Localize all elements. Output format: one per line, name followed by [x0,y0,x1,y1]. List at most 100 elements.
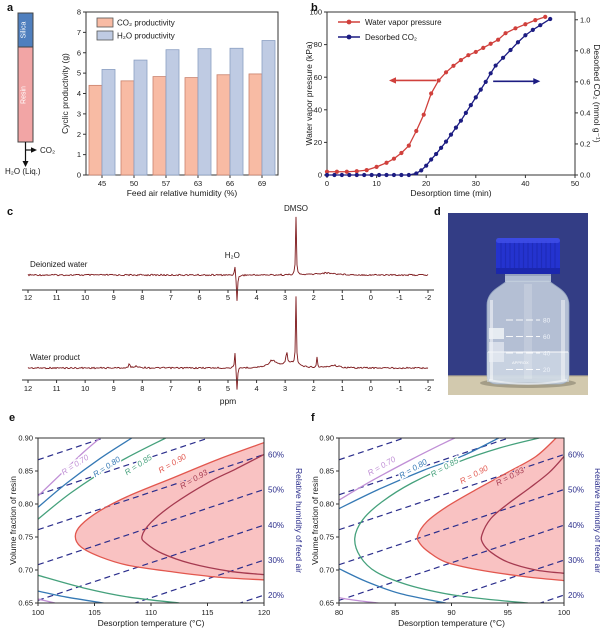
x-tick-label: 110 [145,608,157,617]
plot-area [339,438,564,603]
humidity-label: 20% [568,591,584,600]
spectrum-tick-label: 4 [254,293,258,302]
x-tick-label: 50 [130,179,138,188]
x-tick-label: 10 [372,179,380,188]
x-tick-label: 105 [88,608,101,617]
bar-co2 [248,73,263,176]
x-tick-label: 40 [521,179,529,188]
spectrum-tick-label: 7 [169,384,173,393]
legend-swatch [96,17,114,28]
y-tick-label: 1 [77,150,81,159]
annotation-arrow-head [533,78,541,85]
series-marker-1 [399,172,404,178]
y-axis-label: Volume fraction of resin [8,476,18,565]
y-tick-right-label: 0.6 [580,77,590,86]
graduation-number: 40 [543,351,551,358]
series-marker-1 [483,79,488,84]
y-tick-label: 0.90 [319,434,334,443]
series-marker-0 [481,45,486,50]
spectrum-tick-label: 10 [81,384,89,393]
bottle-neck [505,272,551,282]
co2-label: CO₂ [40,146,55,155]
y-tick-label: 0.65 [18,599,33,608]
series-marker-1 [419,168,424,173]
y-tick-left-label: 0 [318,171,322,180]
shaded-region [417,438,564,581]
spectrum-tick-label: 6 [197,384,201,393]
spectrum-tick-label: 9 [112,384,116,393]
contour-label: R = 0.90 [458,463,490,486]
series-marker-1 [332,172,337,178]
resin-label: Resin [21,86,28,104]
humidity-label: 30% [568,556,584,565]
y-tick-label: 3 [77,109,81,118]
x-tick-label: 30 [472,179,480,188]
x-axis-label: Desorption temperature (°C) [98,618,205,628]
humidity-label: 20% [268,591,284,600]
series-marker-1 [339,172,344,178]
y-tick-left-label: 80 [314,40,322,49]
panel-d-photo: 80 60 40 20 APPROX [448,213,588,395]
humidity-label: 30% [268,556,284,565]
bar-h2o [197,48,212,176]
series-marker-0 [429,91,434,96]
spectrum-tick-label: 4 [254,384,258,393]
graduation-number: 80 [543,318,551,325]
contour-line-4 [141,453,264,576]
series-marker-0 [496,37,501,42]
spectrum-tick-label: -1 [396,293,403,302]
series-marker-0 [391,156,397,161]
bar-co2 [152,76,167,176]
series-marker-0 [354,169,359,174]
contour-line-1 [38,590,104,603]
frosted-logo-patch [489,328,504,339]
y-tick-right-label: 0.8 [580,46,590,55]
x-tick-label: 90 [447,608,455,617]
spectrum-tick-label: 6 [197,293,201,302]
bar-co2 [216,74,231,176]
y-tick-left-label: 20 [314,138,322,147]
h2o-liq-label: H₂O (Liq.) [5,167,41,176]
contour-line-0 [38,438,101,497]
series-marker-1 [406,172,411,178]
spectrum-tick-label: 3 [283,384,287,393]
spectrum-tick-label: 1 [340,293,344,302]
spectrum-tick-label: 1 [340,384,344,393]
x-axis-label: Desorption time (min) [410,188,491,198]
panel-label-d: d [434,206,441,218]
x-tick-label: 57 [162,179,170,188]
series-marker-1 [324,172,330,178]
y-axis-right-label: Desorbed CO₂ (mmol g⁻¹) [592,44,600,143]
y-axis-right-label: Relative humidity of feed air [294,468,304,573]
peak-annotation: H₂O [225,251,240,260]
y-tick-right-label: 1.0 [580,15,590,24]
spectrum-label-1: Water product [30,353,81,362]
panel-label-b: b [311,2,318,14]
series-marker-0 [543,14,548,19]
humidity-label: 50% [568,485,584,494]
contour-line-2 [354,438,540,603]
series-marker-1 [478,87,483,92]
humidity-label: 60% [568,451,584,460]
y-tick-label: 0.65 [319,599,334,608]
spectrum-tick-label: -2 [425,384,432,393]
y-axis-right-label: Relative humidity of feed air [593,468,600,573]
y-axis-label: Volume fraction of resin [310,476,320,565]
panel-label-a: a [7,2,14,14]
humidity-label: 50% [268,485,284,494]
series-marker-1 [458,118,464,123]
bar-co2 [88,84,103,176]
x-tick-label: 69 [258,179,266,188]
contour-line-2 [38,438,166,520]
down-arrow-icon [22,161,29,167]
panel-b-line-chart: 0 10 20 30 40 50 0 20 40 60 80 100 0.0 0.2 0.4 0.6 0.8 1.… [304,8,600,198]
frosted-label-patch [489,342,504,362]
contour-label: R = 0.70 [366,454,397,477]
contour-line-1 [339,438,500,510]
series-marker-0 [374,164,379,169]
series-marker-0 [473,49,478,55]
spectrum-trace-0 [27,216,429,301]
series-marker-0 [399,150,404,156]
y-tick-left-label: 100 [309,8,322,17]
series-marker-1 [443,139,449,144]
